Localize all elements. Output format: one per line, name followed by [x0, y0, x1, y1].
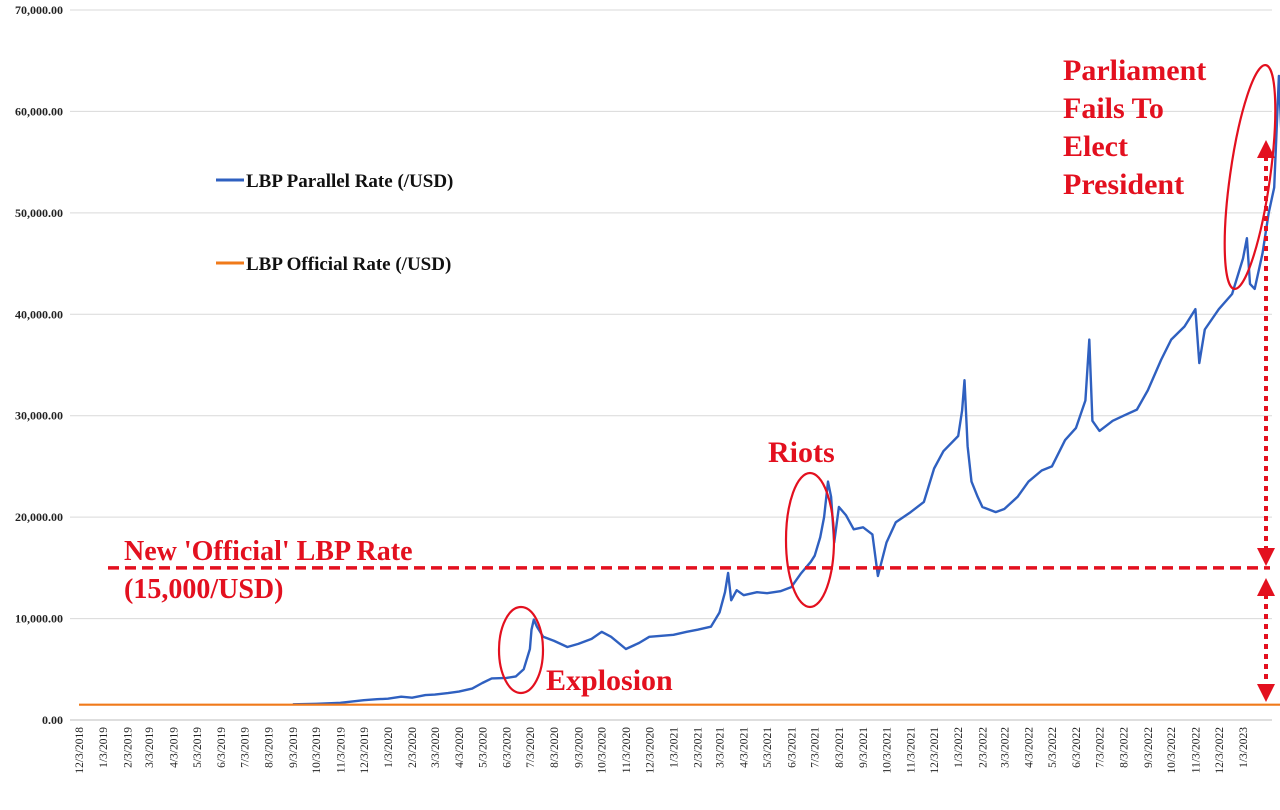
x-tick-label: 5/3/2021: [762, 727, 774, 768]
annotation-new-official-rate-line2: (15,000/USD): [124, 574, 283, 605]
y-tick-label: 0.00: [42, 713, 63, 727]
x-axis-tick-labels: 12/3/2018 1/3/2019 2/3/2019 3/3/2019 4/3/201…: [74, 727, 1250, 774]
arrow-upper-head-down: [1257, 548, 1275, 566]
arrow-lower-head-up: [1257, 578, 1275, 596]
x-tick-label: 9/3/2022: [1143, 727, 1155, 768]
x-tick-label: 12/3/2020: [644, 727, 656, 774]
x-tick-label: 7/3/2022: [1094, 727, 1106, 768]
range-arrows: [1257, 140, 1275, 702]
x-tick-label: 2/3/2019: [122, 727, 134, 768]
x-tick-label: 6/3/2019: [216, 727, 228, 768]
x-tick-label: 4/3/2022: [1023, 727, 1035, 768]
x-tick-label: 1/3/2021: [668, 727, 680, 768]
x-tick-label: 7/3/2020: [525, 727, 537, 768]
x-tick-label: 5/3/2022: [1047, 727, 1059, 768]
annotation-parliament-line4: President: [1063, 168, 1184, 201]
x-tick-label: 7/3/2019: [239, 727, 251, 768]
x-tick-label: 9/3/2020: [573, 727, 585, 768]
x-tick-label: 5/3/2019: [192, 727, 204, 768]
x-tick-label: 1/3/2020: [383, 727, 395, 768]
x-tick-label: 8/3/2021: [834, 727, 846, 768]
x-tick-label: 1/3/2022: [953, 727, 965, 768]
annotation-explosion: Explosion: [546, 664, 673, 697]
x-tick-label: 6/3/2022: [1071, 727, 1083, 768]
legend-label-parallel: LBP Parallel Rate (/USD): [246, 171, 453, 192]
annotation-parliament-line3: Elect: [1063, 130, 1128, 163]
x-tick-label: 12/3/2018: [74, 727, 86, 774]
x-tick-label: 10/3/2021: [881, 727, 893, 774]
x-tick-label: 3/3/2019: [144, 727, 156, 768]
highlight-parliament: [1223, 63, 1277, 291]
highlight-explosion: [497, 605, 545, 695]
legend-label-official: LBP Official Rate (/USD): [246, 254, 451, 275]
x-tick-label: 6/3/2021: [786, 727, 798, 768]
annotation-riots: Riots: [768, 436, 835, 469]
x-tick-label: 3/3/2022: [999, 727, 1011, 768]
x-tick-label: 1/3/2023: [1238, 727, 1250, 768]
annotation-parliament-line1: Parliament: [1063, 54, 1206, 87]
x-tick-label: 10/3/2019: [311, 727, 323, 774]
x-tick-label: 11/3/2019: [335, 727, 347, 773]
x-tick-label: 2/3/2020: [407, 727, 419, 768]
highlight-riots: [784, 471, 836, 609]
annotation-new-official-rate-line1: New 'Official' LBP Rate: [124, 536, 413, 567]
x-tick-label: 12/3/2019: [359, 727, 371, 774]
y-tick-label: 60,000.00: [15, 104, 63, 118]
arrow-lower: [1257, 578, 1275, 702]
highlight-ellipses: [497, 63, 1277, 695]
x-tick-label: 3/3/2021: [715, 727, 727, 768]
x-tick-label: 4/3/2020: [454, 727, 466, 768]
y-tick-label: 70,000.00: [15, 3, 63, 17]
x-tick-label: 9/3/2021: [858, 727, 870, 768]
y-tick-label: 40,000.00: [15, 307, 63, 321]
x-tick-label: 5/3/2020: [477, 727, 489, 768]
y-tick-label: 30,000.00: [15, 409, 63, 423]
arrow-lower-head-down: [1257, 684, 1275, 702]
arrow-upper-head-up: [1257, 140, 1275, 158]
x-tick-label: 8/3/2022: [1119, 727, 1131, 768]
x-tick-label: 10/3/2020: [597, 727, 609, 774]
x-tick-label: 10/3/2022: [1166, 727, 1178, 774]
y-gridlines: [70, 9, 1272, 721]
x-tick-label: 4/3/2019: [168, 727, 180, 768]
x-tick-label: 7/3/2021: [810, 727, 822, 768]
x-tick-label: 12/3/2022: [1214, 727, 1226, 774]
x-tick-label: 8/3/2019: [264, 727, 276, 768]
arrow-upper: [1257, 140, 1275, 566]
x-tick-label: 6/3/2020: [502, 727, 514, 768]
x-tick-label: 11/3/2020: [621, 727, 633, 773]
x-tick-label: 4/3/2021: [739, 727, 751, 768]
x-tick-label: 1/3/2019: [98, 727, 110, 768]
y-tick-label: 50,000.00: [15, 206, 63, 220]
x-tick-label: 9/3/2019: [288, 727, 300, 768]
x-tick-label: 2/3/2021: [693, 727, 705, 768]
x-tick-label: 8/3/2020: [549, 727, 561, 768]
x-tick-label: 2/3/2022: [977, 727, 989, 768]
annotation-parliament-line2: Fails To: [1063, 92, 1164, 125]
y-axis-tick-labels: 0.00 10,000.00 20,000.00 30,000.00 40,000.00…: [15, 3, 63, 727]
y-tick-label: 20,000.00: [15, 510, 63, 524]
x-tick-label: 3/3/2020: [430, 727, 442, 768]
x-tick-label: 11/3/2021: [906, 727, 918, 773]
x-tick-label: 12/3/2021: [929, 727, 941, 774]
legend: LBP Parallel Rate (/USD) LBP Official Ra…: [216, 171, 453, 275]
x-tick-label: 11/3/2022: [1190, 727, 1202, 773]
y-tick-label: 10,000.00: [15, 612, 63, 626]
